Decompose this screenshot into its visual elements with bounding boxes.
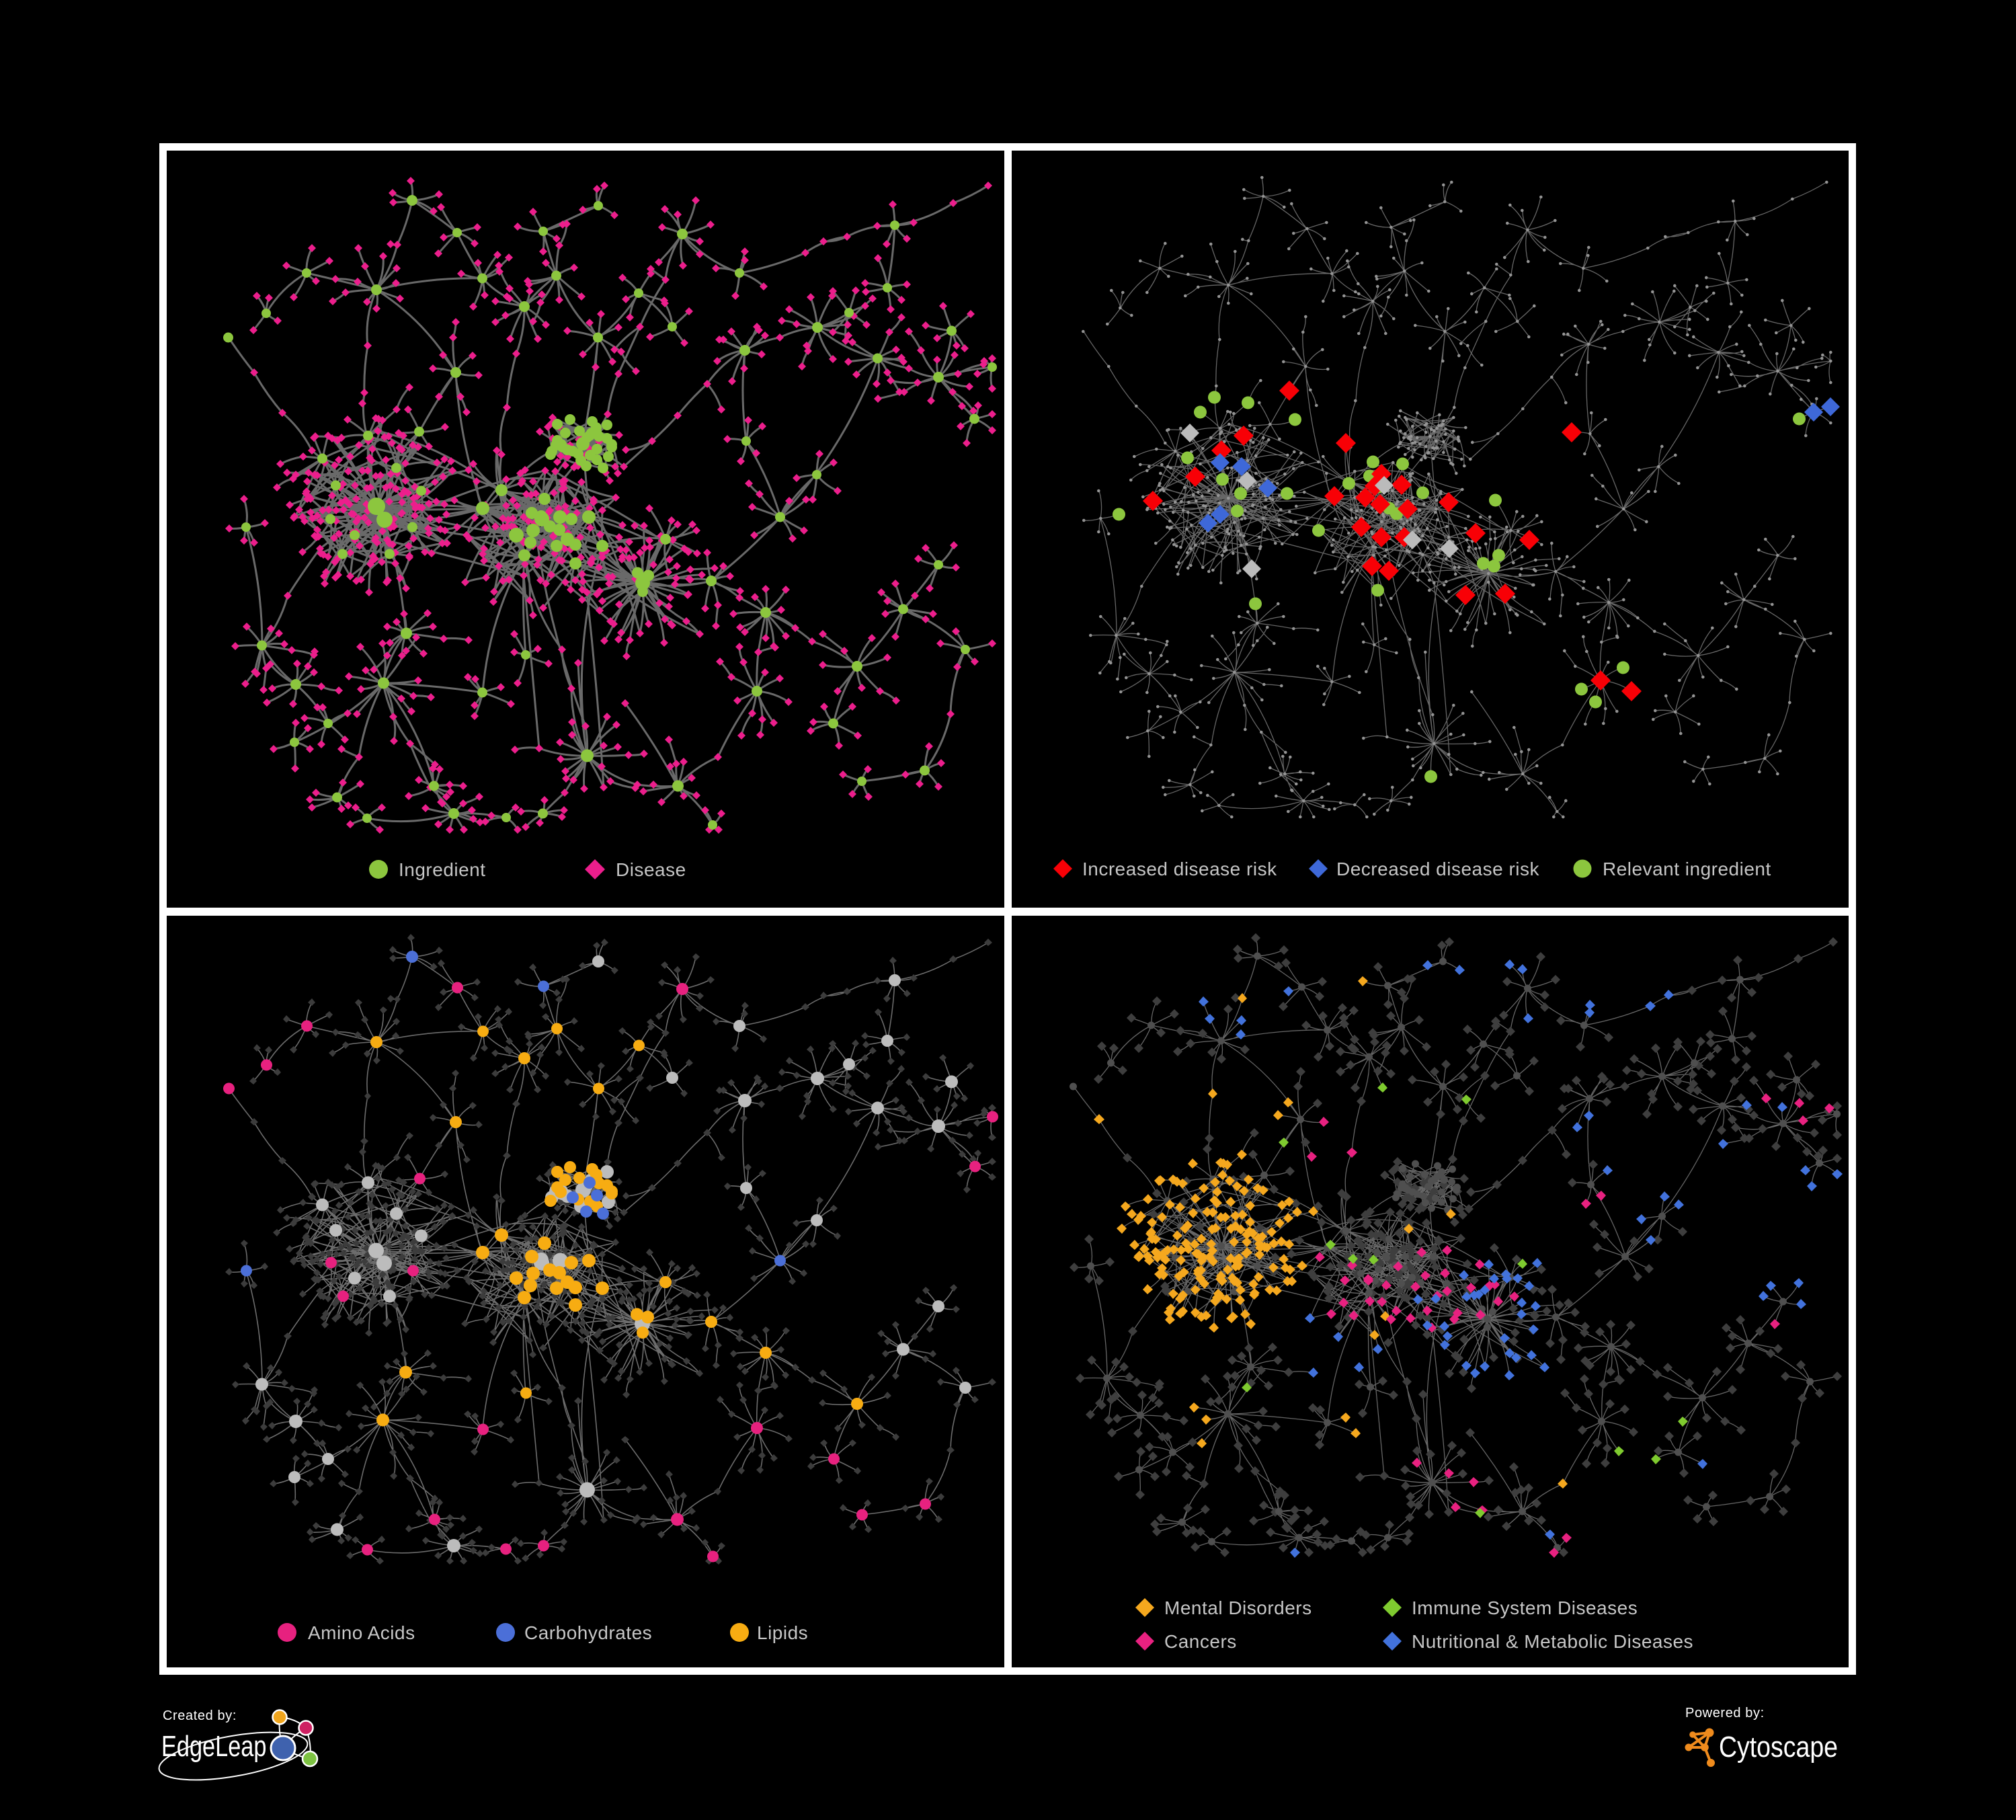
svg-text:Cancers: Cancers [1164,1631,1237,1652]
svg-text:Nutritional & Metabolic Diseas: Nutritional & Metabolic Diseases [1412,1631,1693,1652]
svg-text:Decreased disease risk: Decreased disease risk [1336,859,1540,879]
svg-text:EdgeLeap: EdgeLeap [161,1730,266,1763]
svg-text:Lipids: Lipids [757,1622,808,1643]
svg-text:Cytoscape: Cytoscape [1719,1730,1838,1764]
svg-text:Amino Acids: Amino Acids [308,1622,415,1643]
svg-text:Ingredient: Ingredient [399,859,486,880]
svg-text:Relevant ingredient: Relevant ingredient [1603,859,1771,879]
svg-text:Immune System Diseases: Immune System Diseases [1412,1597,1638,1618]
svg-text:Carbohydrates: Carbohydrates [524,1622,652,1643]
svg-text:Mental Disorders: Mental Disorders [1164,1597,1312,1618]
svg-text:Disease: Disease [616,859,686,880]
svg-text:Increased disease risk: Increased disease risk [1082,859,1277,879]
